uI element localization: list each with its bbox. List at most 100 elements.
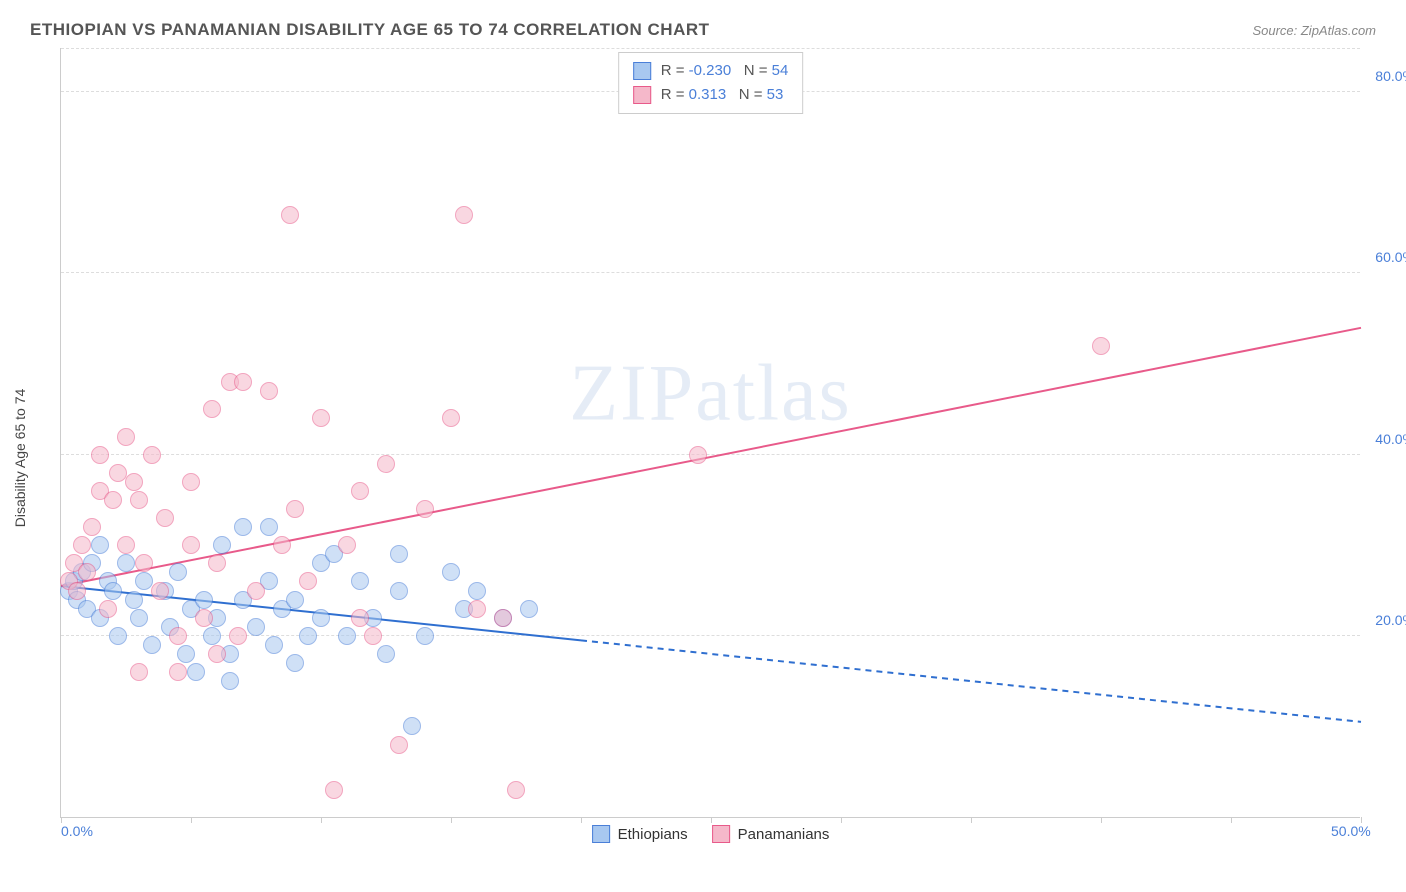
- data-point: [195, 591, 213, 609]
- series-legend: Ethiopians Panamanians: [592, 825, 830, 843]
- data-point: [109, 627, 127, 645]
- data-point: [151, 582, 169, 600]
- trend-lines: [61, 47, 1361, 817]
- x-tick: [451, 817, 452, 823]
- x-tick: [971, 817, 972, 823]
- data-point: [91, 536, 109, 554]
- data-point: [135, 554, 153, 572]
- trend-line-dashed: [581, 640, 1361, 722]
- data-point: [468, 600, 486, 618]
- data-point: [351, 572, 369, 590]
- data-point: [260, 518, 278, 536]
- data-point: [247, 618, 265, 636]
- data-point: [104, 491, 122, 509]
- legend-row: R = 0.313 N = 53: [633, 83, 789, 107]
- x-tick: [581, 817, 582, 823]
- data-point: [234, 518, 252, 536]
- data-point: [177, 645, 195, 663]
- data-point: [234, 373, 252, 391]
- data-point: [281, 206, 299, 224]
- data-point: [143, 636, 161, 654]
- data-point: [91, 446, 109, 464]
- data-point: [125, 473, 143, 491]
- data-point: [338, 627, 356, 645]
- x-tick-label: 0.0%: [61, 823, 93, 839]
- data-point: [104, 582, 122, 600]
- legend-item: Panamanians: [712, 825, 830, 843]
- legend-swatch: [633, 86, 651, 104]
- data-point: [325, 781, 343, 799]
- data-point: [520, 600, 538, 618]
- legend-item: Ethiopians: [592, 825, 688, 843]
- data-point: [130, 663, 148, 681]
- data-point: [169, 627, 187, 645]
- y-tick-label: 60.0%: [1375, 249, 1406, 265]
- data-point: [377, 645, 395, 663]
- data-point: [156, 509, 174, 527]
- data-point: [117, 536, 135, 554]
- x-tick: [321, 817, 322, 823]
- data-point: [416, 627, 434, 645]
- data-point: [442, 563, 460, 581]
- legend-row: R = -0.230 N = 54: [633, 59, 789, 83]
- data-point: [299, 572, 317, 590]
- data-point: [265, 636, 283, 654]
- data-point: [390, 582, 408, 600]
- data-point: [299, 627, 317, 645]
- data-point: [260, 382, 278, 400]
- data-point: [73, 536, 91, 554]
- data-point: [377, 455, 395, 473]
- header: ETHIOPIAN VS PANAMANIAN DISABILITY AGE 6…: [30, 20, 1376, 40]
- x-tick: [711, 817, 712, 823]
- data-point: [364, 627, 382, 645]
- data-point: [221, 672, 239, 690]
- data-point: [351, 482, 369, 500]
- data-point: [286, 591, 304, 609]
- data-point: [187, 663, 205, 681]
- data-point: [213, 536, 231, 554]
- data-point: [130, 609, 148, 627]
- data-point: [351, 609, 369, 627]
- data-point: [390, 545, 408, 563]
- data-point: [117, 554, 135, 572]
- data-point: [203, 627, 221, 645]
- x-tick: [1231, 817, 1232, 823]
- y-axis-label: Disability Age 65 to 74: [12, 389, 28, 528]
- data-point: [99, 600, 117, 618]
- data-point: [494, 609, 512, 627]
- chart-title: ETHIOPIAN VS PANAMANIAN DISABILITY AGE 6…: [30, 20, 710, 40]
- data-point: [208, 645, 226, 663]
- legend-swatch: [592, 825, 610, 843]
- data-point: [416, 500, 434, 518]
- data-point: [229, 627, 247, 645]
- data-point: [208, 554, 226, 572]
- legend-label: Panamanians: [738, 826, 830, 843]
- x-tick: [1101, 817, 1102, 823]
- data-point: [442, 409, 460, 427]
- legend-stats: R = -0.230 N = 54: [661, 59, 789, 83]
- data-point: [169, 663, 187, 681]
- data-point: [403, 717, 421, 735]
- plot-area: ZIPatlas R = -0.230 N = 54R = 0.313 N = …: [60, 48, 1360, 818]
- data-point: [689, 446, 707, 464]
- source-attribution: Source: ZipAtlas.com: [1252, 23, 1376, 38]
- y-tick-label: 80.0%: [1375, 68, 1406, 84]
- data-point: [247, 582, 265, 600]
- x-tick-label: 50.0%: [1331, 823, 1371, 839]
- data-point: [143, 446, 161, 464]
- data-point: [125, 591, 143, 609]
- legend-label: Ethiopians: [618, 826, 688, 843]
- data-point: [273, 536, 291, 554]
- data-point: [286, 654, 304, 672]
- data-point: [130, 491, 148, 509]
- data-point: [117, 428, 135, 446]
- data-point: [312, 409, 330, 427]
- legend-swatch: [712, 825, 730, 843]
- data-point: [83, 518, 101, 536]
- plot-wrapper: Disability Age 65 to 74 ZIPatlas R = -0.…: [30, 48, 1376, 868]
- data-point: [68, 582, 86, 600]
- data-point: [507, 781, 525, 799]
- x-tick: [841, 817, 842, 823]
- data-point: [468, 582, 486, 600]
- data-point: [312, 609, 330, 627]
